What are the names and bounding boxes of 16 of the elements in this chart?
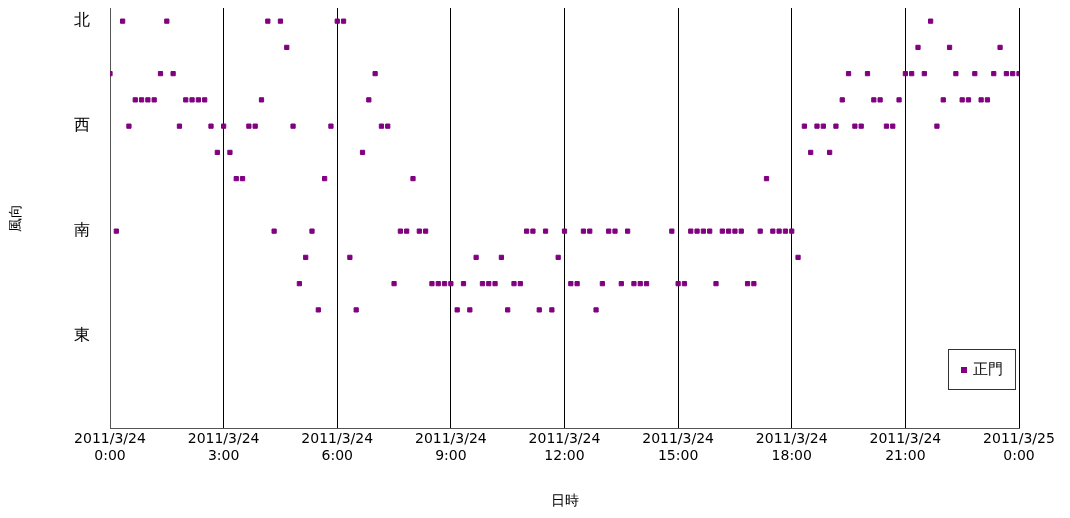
- x-tick-label: 2011/3/24 15:00: [642, 430, 715, 463]
- text: 西: [74, 115, 90, 135]
- legend-label: 正門: [973, 360, 1003, 379]
- text: 北: [74, 10, 90, 30]
- x-tick-label: 2011/3/24 12:00: [528, 430, 601, 463]
- x-tick-label: 2011/3/24 18:00: [755, 430, 828, 463]
- y-axis-title: 風向: [7, 204, 24, 232]
- x-tick-label: 2011/3/24 21:00: [869, 430, 942, 463]
- x-tick-label: 2011/3/24 3:00: [187, 430, 260, 463]
- x-tick-label: 2011/3/24 0:00: [74, 430, 146, 463]
- x-tick-label: 2011/3/25 0:00: [983, 430, 1055, 463]
- x-axis-title: 日時: [550, 492, 579, 509]
- x-tick-label: 2011/3/24 9:00: [414, 430, 487, 463]
- x-tick-label: 2011/3/24 6:00: [301, 430, 374, 463]
- text: 南: [74, 220, 90, 240]
- text: 東: [74, 325, 90, 345]
